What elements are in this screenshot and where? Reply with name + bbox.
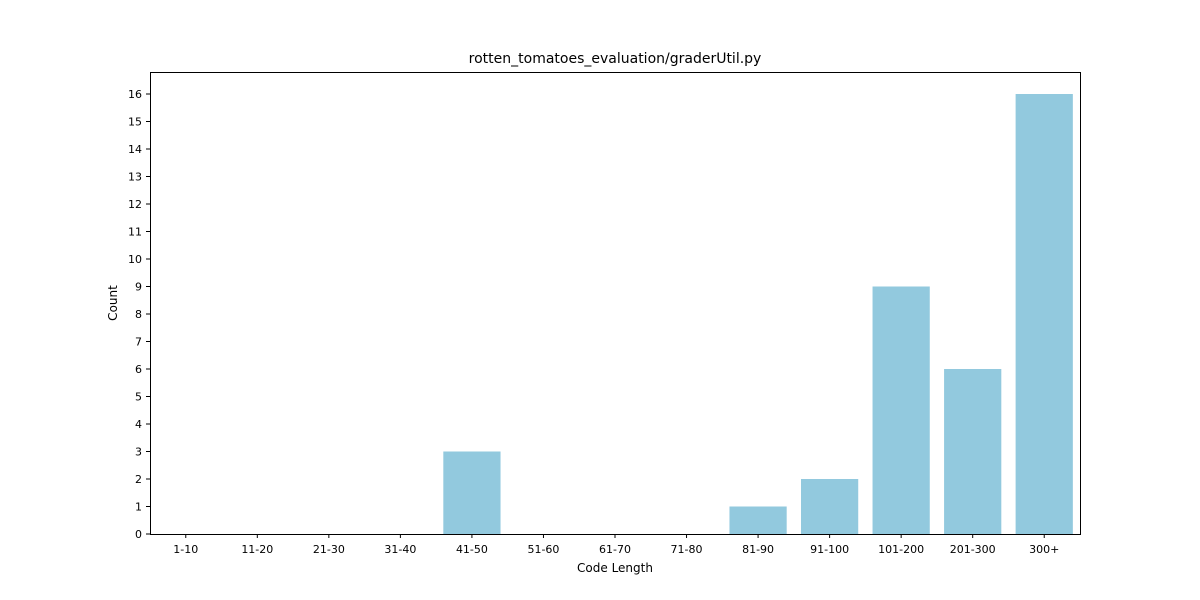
- y-tick-label: 9: [135, 281, 142, 294]
- y-tick-label: 15: [128, 116, 142, 129]
- y-tick-label: 10: [128, 253, 142, 266]
- bar-91-100: [801, 479, 859, 534]
- y-tick-label: 3: [135, 446, 142, 459]
- x-tick-label: 61-70: [599, 543, 631, 556]
- y-tick-label: 1: [135, 501, 142, 514]
- bar-101-200: [872, 286, 930, 534]
- x-tick-label: 1-10: [173, 543, 198, 556]
- y-tick-label: 5: [135, 391, 142, 404]
- y-tick-label: 0: [135, 528, 142, 541]
- x-tick-label: 11-20: [241, 543, 273, 556]
- bar-201-300: [944, 369, 1002, 534]
- bar-81-90: [729, 506, 787, 534]
- y-tick-label: 7: [135, 336, 142, 349]
- y-tick-label: 11: [128, 226, 142, 239]
- y-tick-label: 14: [128, 143, 142, 156]
- y-tick-label: 4: [135, 418, 142, 431]
- y-axis-label: Count: [106, 285, 120, 321]
- bars-group: [443, 94, 1073, 534]
- x-tick-label: 91-100: [810, 543, 849, 556]
- x-axis-label: Code Length: [577, 561, 653, 575]
- x-tick-label: 300+: [1029, 543, 1059, 556]
- x-tick-label: 31-40: [384, 543, 416, 556]
- x-tick-label: 81-90: [742, 543, 774, 556]
- y-tick-label: 6: [135, 363, 142, 376]
- y-tick-label: 16: [128, 88, 142, 101]
- x-tick-label: 21-30: [313, 543, 345, 556]
- y-tick-label: 2: [135, 473, 142, 486]
- x-tick-label: 201-300: [950, 543, 996, 556]
- y-tick-label: 12: [128, 198, 142, 211]
- bar-300+: [1015, 94, 1073, 534]
- chart-title: rotten_tomatoes_evaluation/graderUtil.py: [469, 51, 762, 67]
- y-tick-label: 13: [128, 171, 142, 184]
- x-tick-label: 41-50: [456, 543, 488, 556]
- bar-41-50: [443, 451, 501, 534]
- plot-frame: [150, 72, 1081, 535]
- x-axis: 1-10 11-20 21-30 31-40 41-50 51-60 61-70 71-80 8…: [173, 534, 1059, 556]
- y-tick-label: 8: [135, 308, 142, 321]
- x-tick-label: 51-60: [527, 543, 559, 556]
- x-tick-label: 71-80: [671, 543, 703, 556]
- x-tick-label: 101-200: [878, 543, 924, 556]
